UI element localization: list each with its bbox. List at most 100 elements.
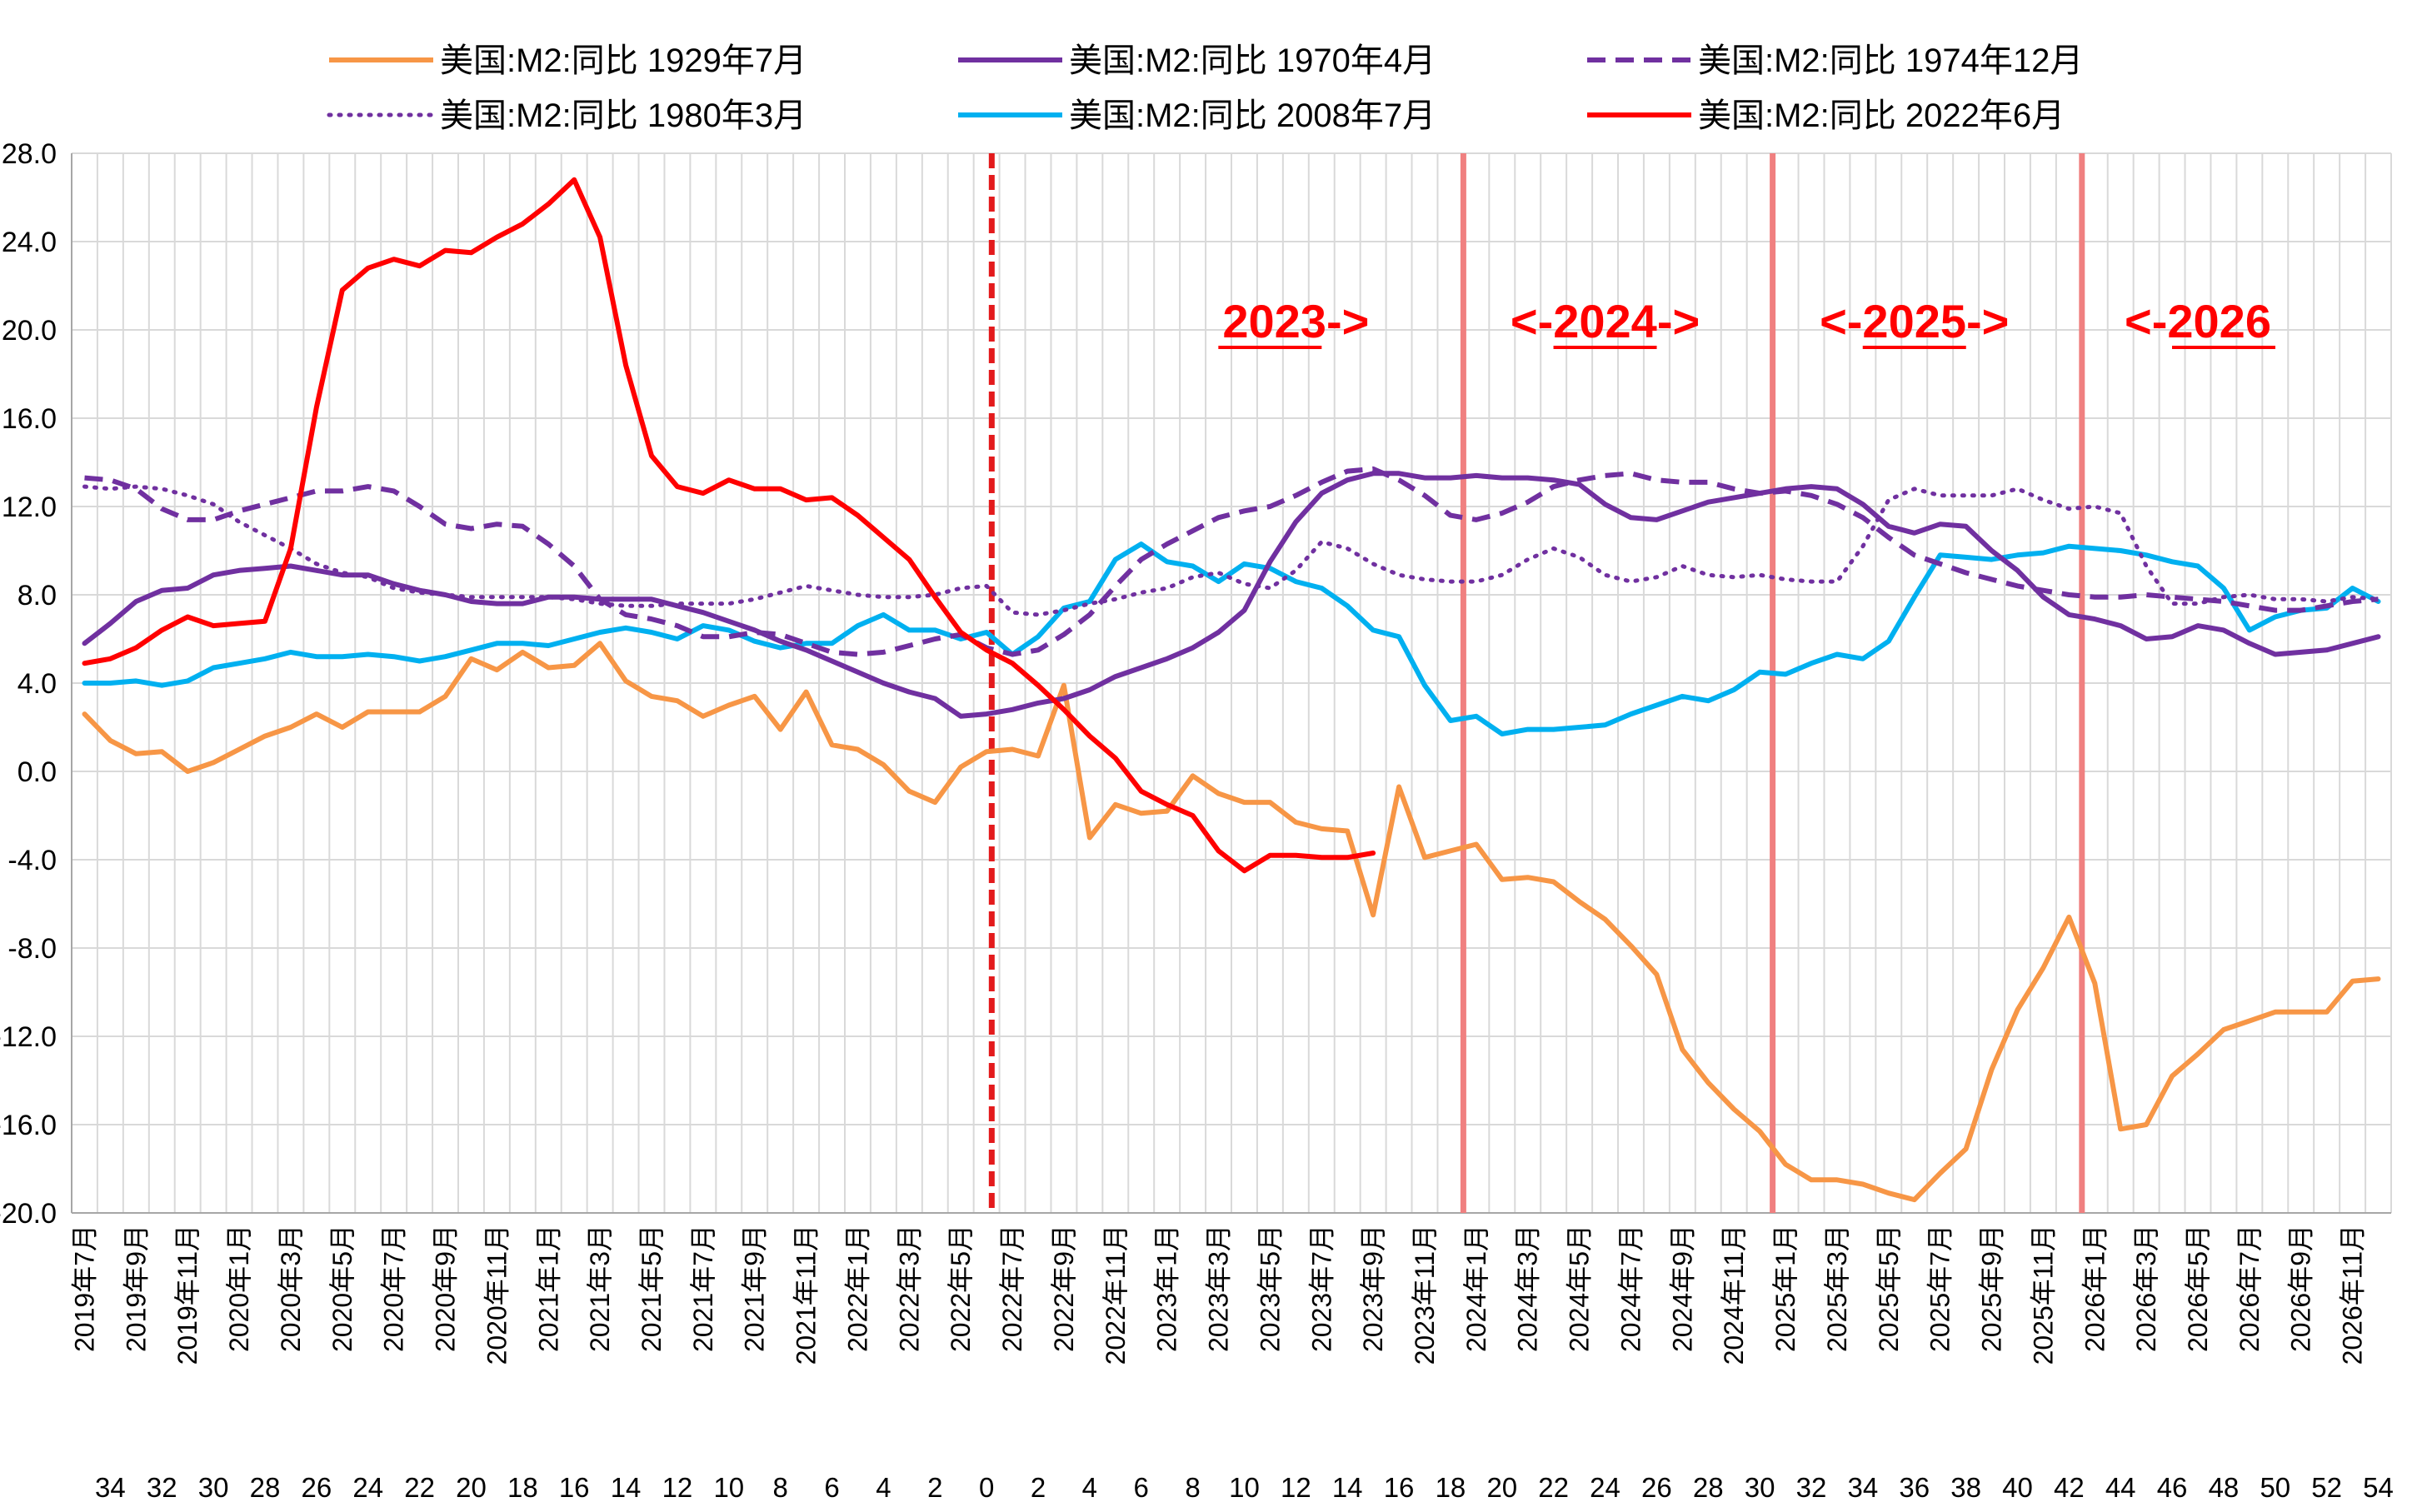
x-tick-label: 2022年9月 [1049,1225,1079,1352]
offset-label: 50 [2260,1472,2290,1503]
x-tick-label: 2023年9月 [1358,1225,1388,1352]
x-tick-label: 2022年3月 [894,1225,924,1352]
year-annotation: <-2025-> [1820,295,2009,347]
x-tick-label: 2021年7月 [688,1225,718,1352]
offset-label: 0 [979,1472,994,1503]
offset-label: 26 [1641,1472,1672,1503]
x-tick-label: 2024年11月 [1719,1225,1749,1365]
offset-label: 20 [456,1472,487,1503]
x-tick-label: 2026年1月 [2080,1225,2110,1352]
x-tick-label: 2024年5月 [1565,1225,1595,1352]
x-tick-label: 2021年3月 [585,1225,615,1352]
x-tick-label: 2019年9月 [121,1225,151,1352]
offset-label: 46 [2157,1472,2188,1503]
series-line [82,541,2381,736]
x-tick-label: 2025年7月 [1925,1225,1955,1352]
offset-label: 44 [2105,1472,2136,1503]
offset-label: 2 [927,1472,942,1503]
offset-label: 10 [1229,1472,1260,1503]
offset-label: 12 [662,1472,693,1503]
series-line [82,641,2381,1203]
x-tick-label: 2023年11月 [1410,1225,1440,1365]
offset-label: 32 [1796,1472,1827,1503]
series-line [82,484,2380,617]
offset-label: 30 [198,1472,229,1503]
x-tick-label: 2026年11月 [2338,1225,2368,1365]
x-tick-label: 2024年3月 [1513,1225,1543,1352]
legend-label: 美国:M2:同比 1980年3月 [440,97,806,134]
series-line [84,466,2379,657]
x-tick-label: 2020年7月 [379,1225,409,1352]
x-tick-label: 2026年7月 [2235,1225,2265,1352]
legend-label: 美国:M2:同比 2008年7月 [1069,97,1436,134]
x-tick-label: 2025年5月 [1874,1225,1904,1352]
offset-label: 38 [1950,1472,1981,1503]
y-tick-label: 16.0 [2,403,57,435]
x-tick-label: 2021年11月 [792,1225,821,1365]
legend-label: 美国:M2:同比 2022年6月 [1698,97,2065,134]
offset-label: 8 [1185,1472,1200,1503]
offset-label: 52 [2311,1472,2342,1503]
x-tick-label: 2020年3月 [276,1225,306,1352]
legend-label: 美国:M2:同比 1974年12月 [1698,42,2083,79]
x-tick-label: 2025年9月 [1977,1225,2007,1352]
y-tick-label: -4.0 [7,845,57,876]
y-tick-label: -20.0 [0,1198,57,1230]
offset-label: 16 [559,1472,590,1503]
offset-label: 18 [507,1472,538,1503]
x-tick-label: 2024年1月 [1461,1225,1491,1352]
x-tick-label: 2023年1月 [1152,1225,1182,1352]
legend-label: 美国:M2:同比 1929年7月 [440,42,806,79]
x-tick-label: 2024年9月 [1667,1225,1697,1352]
offset-label: 14 [611,1472,642,1503]
x-tick-label: 2025年1月 [1770,1225,1800,1352]
x-tick-label: 2022年5月 [946,1225,976,1352]
year-annotations: 2023-> <-2024-> <-2025-> <-2026 [1218,295,2275,349]
legend-label: 美国:M2:同比 1970年4月 [1069,42,1436,79]
offset-label: 10 [713,1472,744,1503]
offset-label: 26 [302,1472,332,1503]
series-line [82,177,1376,874]
y-tick-label: 8.0 [17,580,57,611]
x-tick-label: 2022年11月 [1101,1225,1131,1365]
year-annotation: <-2026 [2125,295,2271,347]
offset-label: 14 [1332,1472,1363,1503]
x-tick-label: 2021年1月 [533,1225,563,1352]
y-tick-label: -16.0 [0,1110,57,1141]
x-tick-label: 2020年1月 [224,1225,254,1352]
offset-label: 20 [1486,1472,1517,1503]
offset-label: 12 [1281,1472,1311,1503]
offset-label: 2 [1031,1472,1046,1503]
offset-label: 34 [95,1472,126,1503]
x-tick-label: 2025年3月 [1822,1225,1852,1352]
x-tick-label: 2026年9月 [2286,1225,2316,1352]
y-tick-label: 0.0 [17,756,57,788]
offset-label: 28 [1693,1472,1724,1503]
offset-label: 54 [2363,1472,2394,1503]
series-lines [82,177,2381,1203]
x-tick-label: 2022年7月 [997,1225,1027,1352]
reference-lines [988,153,2085,1213]
y-tick-label: 12.0 [2,492,57,523]
y-axis: 28.0 24.0 20.0 16.0 12.0 8.0 4.0 0.0 -4.0 -8.0 -12… [0,138,57,1230]
x-tick-label: 2022年1月 [842,1225,872,1352]
x-tick-label: 2024年7月 [1615,1225,1645,1352]
y-tick-label: 28.0 [2,138,57,170]
offset-label: 24 [352,1472,383,1503]
x-tick-label: 2023年7月 [1306,1225,1336,1352]
x-tick-label: 2020年11月 [482,1225,512,1365]
offset-label: 22 [404,1472,435,1503]
offset-label: 4 [876,1472,891,1503]
offset-label: 28 [250,1472,281,1503]
series-line [82,471,2381,719]
offset-label: 36 [1899,1472,1930,1503]
x-tick-label: 2019年7月 [69,1225,99,1352]
y-tick-label: -12.0 [0,1021,57,1053]
year-annotation: <-2024-> [1511,295,1700,347]
x-tick-label: 2019年11月 [172,1225,202,1365]
legend: 美国:M2:同比 1929年7月 美国:M2:同比 1970年4月 美国:M2:同比… [327,42,2083,134]
offset-label: 40 [2002,1472,2033,1503]
x-tick-label: 2026年5月 [2183,1225,2213,1352]
x-tick-label: 2026年3月 [2131,1225,2161,1352]
